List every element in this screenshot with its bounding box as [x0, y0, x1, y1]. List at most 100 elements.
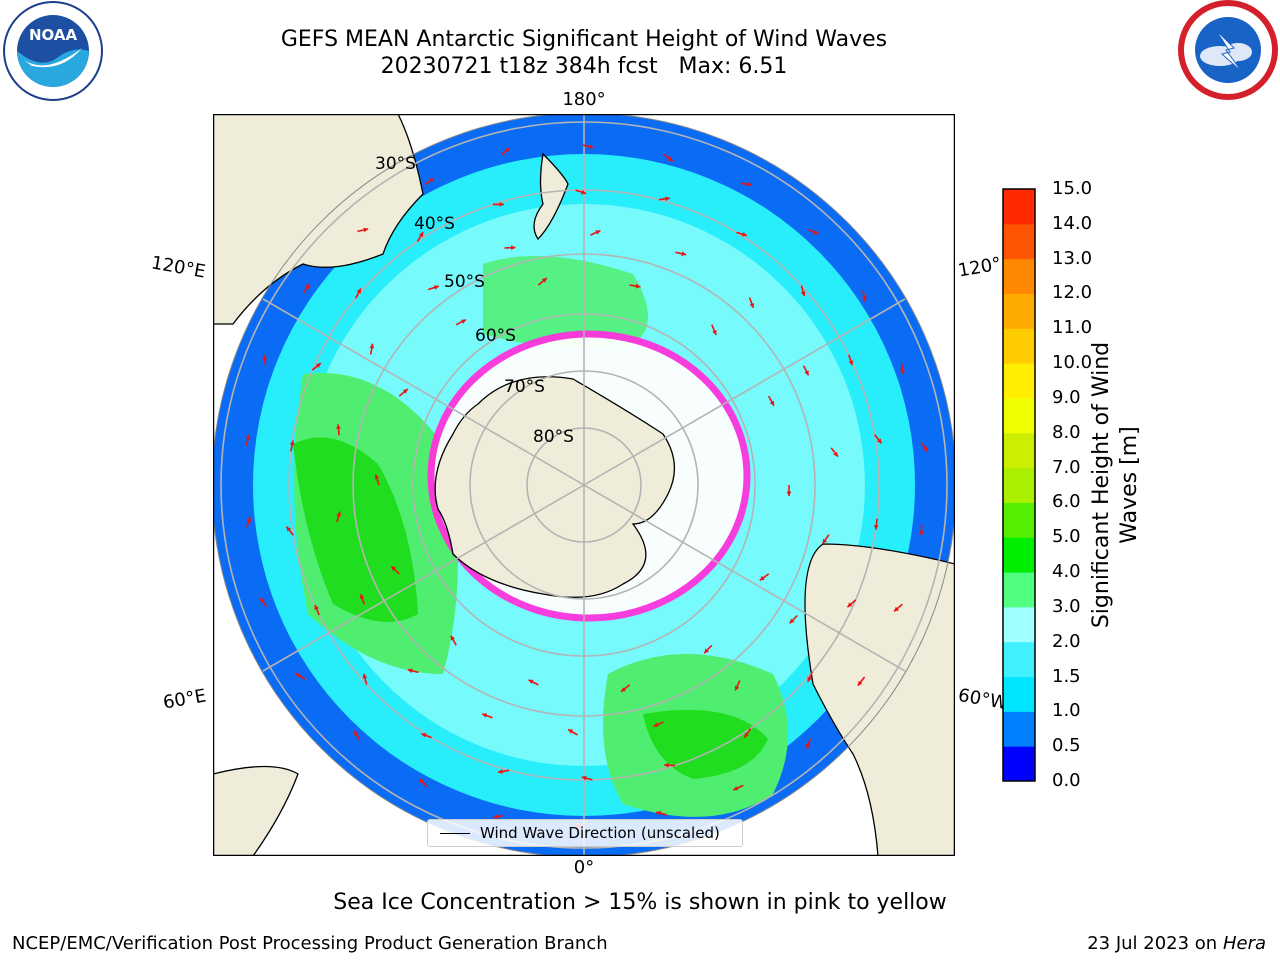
- wind-wave-arrow-head: [588, 144, 594, 149]
- credit-text: NCEP/EMC/Verification Post Processing Pr…: [12, 933, 608, 954]
- wind-wave-arrow-head: [428, 178, 434, 183]
- wind-wave-arrow-head: [336, 424, 341, 429]
- colorbar-tick-label: 9.0: [1052, 386, 1081, 408]
- wind-wave-arrow-head: [246, 517, 252, 522]
- lat-label-60s: 60°S: [475, 326, 516, 346]
- run-host: Hera: [1222, 933, 1266, 954]
- colorbar-segment: [1003, 363, 1035, 399]
- colorbar-segment: [1003, 711, 1035, 747]
- colorbar-segment: [1003, 746, 1035, 782]
- colorbar-segment: [1003, 328, 1035, 364]
- wind-wave-arrow-head: [786, 491, 792, 496]
- wind-wave-arrow-head: [744, 732, 749, 738]
- wind-wave-arrow-head: [262, 354, 268, 360]
- lon-label-0: 0°: [573, 857, 595, 878]
- wind-wave-arrow-head: [923, 446, 928, 452]
- wind-wave-arrow-head: [800, 291, 806, 297]
- colorbar-tick-label: 3.0: [1052, 595, 1081, 617]
- south-america-land: [804, 543, 955, 856]
- colorbar-tick-label: 0.5: [1052, 735, 1081, 757]
- wind-wave-arrow-head: [667, 156, 673, 162]
- wind-wave-arrow-head: [305, 283, 310, 289]
- legend-label: Wind Wave Direction (unscaled): [480, 824, 720, 842]
- colorbar-tick-label: 10.0: [1052, 352, 1093, 374]
- wind-wave-arrow-head: [314, 605, 319, 610]
- wind-wave-arrow-head: [807, 676, 812, 682]
- wind-wave-arrow-head: [482, 713, 488, 718]
- wind-wave-arrow-head: [704, 648, 709, 654]
- run-date-text: 23 Jul 2023 on: [1087, 933, 1218, 954]
- wind-wave-arrow-head: [504, 148, 510, 153]
- colorbar-tick-label: 11.0: [1052, 317, 1093, 339]
- wind-wave-arrow-head: [681, 251, 687, 257]
- colorbar-tick-label: 1.5: [1052, 665, 1081, 687]
- lat-label-70s: 70°S: [504, 377, 545, 397]
- wind-wave-arrow-head: [894, 606, 899, 612]
- colorbar-segment: [1003, 676, 1035, 712]
- nws-logo: [1178, 0, 1278, 100]
- colorbar-tick-label: 2.0: [1052, 630, 1081, 652]
- wind-wave-arrow-head: [433, 285, 439, 290]
- wind-wave-arrow-head: [822, 538, 828, 544]
- wind-wave-arrow-head: [857, 680, 863, 686]
- noaa-logo-text: NOAA: [29, 26, 78, 44]
- wind-wave-arrow-head: [289, 440, 295, 446]
- lon-label-180: 180°: [562, 89, 606, 110]
- colorbar-segment: [1003, 258, 1035, 294]
- wind-wave-arrow-head: [769, 400, 774, 406]
- wind-wave-arrow-head: [450, 635, 456, 641]
- wind-wave-arrow-head: [734, 685, 740, 691]
- sea-ice-note: Sea Ice Concentration > 15% is shown in …: [333, 890, 947, 915]
- colorbar-segment: [1003, 432, 1035, 469]
- wind-wave-arrow-head: [511, 245, 516, 251]
- wind-wave-arrow-head: [286, 526, 292, 532]
- wind-wave-arrow-head: [374, 474, 380, 480]
- wind-wave-arrow-head: [421, 733, 427, 738]
- wind-wave-arrow-head: [847, 602, 853, 608]
- colorbar-tick-label: 15.0: [1052, 178, 1093, 199]
- wind-wave-arrow-head: [900, 369, 905, 374]
- lat-label-50s: 50°S: [444, 272, 485, 292]
- wind-wave-arrow-head: [541, 278, 547, 283]
- colorbar-segment: [1003, 572, 1035, 608]
- chart-subtitle: 20230721 t18z 384h fcst Max: 6.51: [380, 54, 788, 79]
- wind-wave-arrow-head: [499, 202, 504, 207]
- wind-wave-arrow-head: [919, 531, 924, 536]
- colorbar-label: Significant Height of Wind Waves [m]: [1089, 341, 1142, 629]
- wind-wave-arrow-head: [498, 769, 503, 774]
- colorbar-tick-label: 14.0: [1052, 212, 1093, 234]
- wind-wave-arrow-head: [461, 319, 466, 324]
- noaa-logo: NOAA: [3, 1, 103, 101]
- wind-wave-arrow-head: [336, 511, 341, 517]
- wind-wave-arrows: [245, 144, 929, 829]
- wind-wave-arrow-head: [749, 303, 755, 308]
- lat-label-40s: 40°S: [414, 214, 455, 234]
- graticule: [220, 114, 948, 856]
- map-legend: Wind Wave Direction (unscaled): [427, 819, 743, 847]
- wind-wave-arrow-head: [419, 779, 425, 784]
- colorbar-tick-label: 4.0: [1052, 561, 1081, 583]
- lon-label-120e: 120°E: [149, 252, 208, 283]
- wind-wave-arrow-head: [665, 196, 670, 202]
- colorbar-segment: [1003, 397, 1035, 434]
- lon-label-120w: 120°: [956, 253, 1003, 282]
- colorbar-segment: [1003, 293, 1035, 329]
- wind-wave-arrow-head: [402, 389, 408, 394]
- wind-wave-arrow-head: [712, 329, 717, 335]
- lat-label-80s: 80°S: [533, 427, 574, 447]
- wind-wave-arrow-head: [742, 232, 747, 237]
- wind-wave-arrow-head: [568, 729, 574, 734]
- wind-wave-arrow-head: [359, 594, 365, 599]
- colorbar-tick-label: 5.0: [1052, 526, 1081, 548]
- wind-wave-arrow-head: [833, 451, 838, 457]
- lon-label-60e: 60°E: [161, 685, 208, 714]
- wind-wave-arrow-head: [759, 575, 765, 581]
- colorbar-segment: [1003, 189, 1035, 225]
- wind-wave-arrow-head: [354, 730, 359, 736]
- wind-wave-arrow-head: [635, 283, 641, 289]
- wind-wave-arrow-head: [581, 775, 587, 781]
- wind-wave-arrow-head: [733, 786, 739, 791]
- wind-wave-arrow-head: [528, 679, 534, 684]
- colorbar-tick-label: 1.0: [1052, 700, 1081, 722]
- wind-wave-arrow-head: [315, 363, 321, 368]
